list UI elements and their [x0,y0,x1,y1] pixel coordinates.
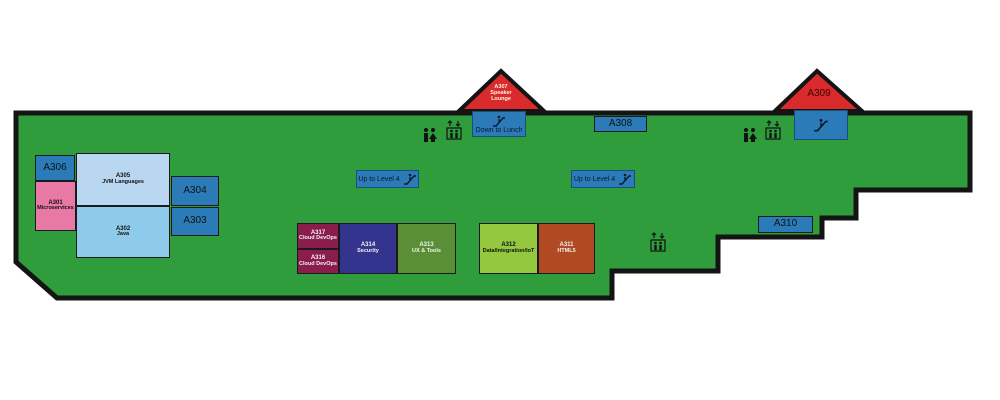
room-a312[interactable]: A312 Data/Integration/IoT [479,223,538,274]
elevator-icon [446,120,462,140]
room-a301[interactable]: A301 Microservices [35,181,76,231]
room-a305[interactable]: A305 JVM Languages [76,153,170,206]
room-a310[interactable]: A310 [758,216,813,233]
escalator-icon [814,118,828,132]
room-desc: JVM Languages [102,178,144,185]
elevator-icon [765,120,781,140]
room-desc: Data/Integration/IoT [482,247,535,254]
room-code: A306 [43,161,67,173]
room-a309[interactable]: A309 [799,88,839,100]
escalator-icon [619,173,632,185]
room-code: A304 [183,184,207,196]
room-desc: Cloud DevOps [299,260,337,267]
escalator-icon [403,173,416,185]
room-a302[interactable]: A302 Java [76,206,170,258]
elevator-icon [650,232,666,252]
room-a304[interactable]: A304 [171,176,219,206]
room-desc: HTML5 [557,247,576,254]
up-to-level4-label: Up to Level 4 [358,175,400,183]
room-code: A308 [608,117,633,129]
room-desc: Microservices [37,205,74,212]
escalator-icon [493,115,505,127]
room-code: A314 [360,242,376,249]
room-desc: Speaker Lounge [490,89,512,102]
room-desc: Cloud DevOps [299,235,337,242]
floor-area [13,110,973,301]
room-a317[interactable]: A317 Cloud DevOps [297,223,339,249]
room-desc: Java [116,231,130,238]
room-code: A307 [494,84,508,90]
room-code: A316 [310,255,326,262]
room-a303[interactable]: A303 [171,207,219,236]
room-code: A301 [48,199,63,206]
restroom-icon [424,128,437,142]
restroom-icon [744,128,757,142]
room-desc: UX & Tools [412,247,441,254]
room-a311[interactable]: A311 HTML5 [538,223,595,274]
room-code: A305 [115,173,131,180]
a309-escalator[interactable] [794,110,848,140]
room-code: A312 [501,242,516,249]
room-a306[interactable]: A306 [35,155,75,181]
room-a314[interactable]: A314 Security [339,223,397,274]
room-a308[interactable]: A308 [594,116,647,132]
room-a313[interactable]: A313 UX & Tools [397,223,456,274]
room-code: A310 [773,218,798,230]
room-code: A302 [115,225,131,232]
room-code: A317 [310,229,326,236]
up-to-level4-right[interactable]: Up to Level 4 [571,170,635,188]
up-to-level4-label: Up to Level 4 [573,175,616,183]
room-code: A309 [807,88,831,99]
room-code: A313 [419,242,434,249]
room-desc: Security [357,247,379,254]
room-a307[interactable]: A307 Speaker Lounge [481,84,521,102]
room-a316[interactable]: A316 Cloud DevOps [297,249,339,274]
up-to-level4-left[interactable]: Up to Level 4 [356,170,419,188]
room-code: A303 [183,215,207,227]
room-code: A311 [559,242,574,249]
down-to-lunch-label: Down to Lunch [475,126,523,134]
down-to-lunch-escalator[interactable]: Down to Lunch [472,111,526,137]
